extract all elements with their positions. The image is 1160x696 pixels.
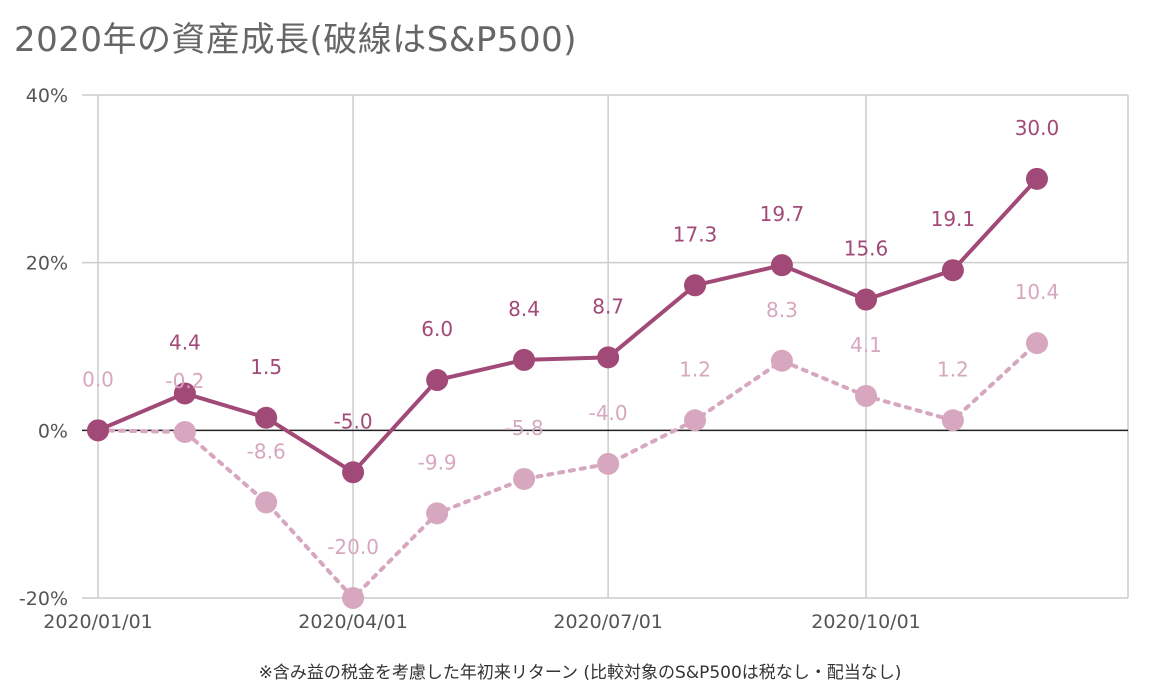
- data-point-solid: [597, 346, 620, 369]
- data-point-solid: [941, 259, 964, 282]
- chart-footnote: ※含み益の税金を考慮した年初来リターン (比較対象のS&P500は税なし・配当な…: [258, 663, 902, 683]
- data-point-dotted: [855, 384, 877, 407]
- data-label: -9.9: [418, 450, 457, 474]
- y-tick-label: -20%: [19, 588, 68, 610]
- series-line-dotted: [96, 341, 1039, 600]
- data-label: 19.7: [760, 202, 805, 226]
- data-label: -20.0: [327, 535, 379, 559]
- data-label: 17.3: [673, 222, 718, 246]
- y-tick-label: 40%: [26, 85, 68, 107]
- x-tick-label: 2020/10/01: [811, 611, 921, 633]
- data-point-solid: [513, 348, 536, 371]
- data-point-dotted: [513, 467, 536, 490]
- data-point-solid: [173, 382, 196, 405]
- data-point-dotted: [941, 409, 964, 432]
- data-point-solid: [684, 274, 707, 297]
- data-point-dotted: [173, 421, 196, 444]
- data-label: 15.6: [844, 237, 889, 261]
- data-label: -8.6: [247, 439, 286, 463]
- x-tick-label: 2020/01/01: [43, 611, 153, 633]
- data-point-solid: [770, 254, 793, 277]
- data-label: 0.0: [82, 367, 114, 391]
- data-label: -4.0: [589, 401, 628, 425]
- chart-title: 2020年の資産成長(破線はS&P500): [14, 20, 578, 60]
- data-label: 1.2: [937, 357, 969, 381]
- x-tick-label: 2020/04/01: [298, 611, 408, 633]
- data-label: -0.2: [165, 369, 204, 393]
- data-label: 4.4: [169, 330, 201, 354]
- data-point-dotted: [770, 349, 793, 372]
- data-label: 4.1: [850, 333, 882, 357]
- data-label: 10.4: [1015, 280, 1060, 304]
- data-point-dotted: [1025, 332, 1048, 355]
- data-point-solid: [87, 419, 109, 442]
- data-point-dotted: [597, 452, 620, 475]
- data-label: 8.3: [766, 298, 798, 322]
- data-label: 19.1: [931, 207, 976, 231]
- data-point-dotted: [342, 587, 365, 609]
- data-point-solid: [855, 288, 877, 311]
- data-label: 1.2: [679, 357, 711, 381]
- y-tick-label: 0%: [38, 420, 68, 442]
- data-label: 8.4: [508, 297, 540, 321]
- data-point-solid: [1025, 167, 1048, 190]
- x-tick-label: 2020/07/01: [553, 611, 663, 633]
- data-label: -5.0: [334, 409, 373, 433]
- data-point-dotted: [426, 502, 449, 525]
- data-point-solid: [426, 369, 449, 392]
- y-tick-label: 20%: [26, 253, 68, 275]
- data-point-dotted: [684, 409, 707, 432]
- data-label: 1.5: [250, 355, 282, 379]
- series-line-solid: [97, 177, 1039, 475]
- data-point-solid: [255, 406, 278, 429]
- data-label: -5.8: [505, 416, 544, 440]
- data-point-dotted: [255, 491, 278, 514]
- data-label: 30.0: [1015, 116, 1060, 140]
- data-label: 8.7: [592, 294, 624, 318]
- data-label: 6.0: [421, 317, 453, 341]
- data-point-solid: [342, 461, 365, 484]
